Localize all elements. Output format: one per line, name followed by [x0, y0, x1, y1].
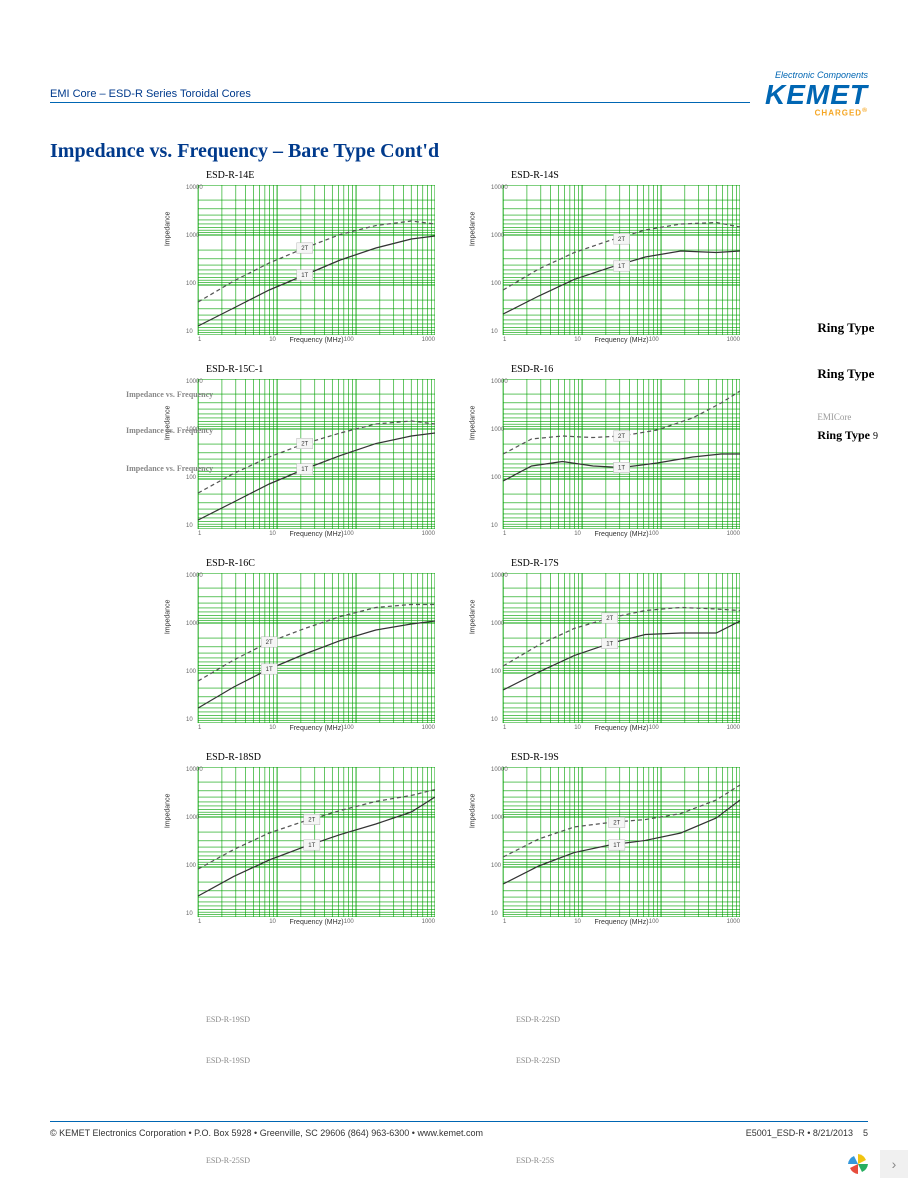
chart-plot: Impedance 10000100010010 2T1T 1101001000	[485, 767, 740, 917]
y-ticks: 10000100010010	[491, 573, 508, 723]
chart-plot: Impedance 10000100010010 2T1T 1101001000	[180, 185, 435, 335]
ghost-22sd-1: ESD-R-22SD	[516, 1015, 560, 1024]
side-ring-type-3: Ring Type 9	[817, 428, 878, 443]
chart-plot: Impedance 10000100010010 2T1T 1101001000	[180, 767, 435, 917]
side-ring-type-1: Ring Type	[817, 320, 878, 336]
y-axis-label: Impedance	[165, 212, 172, 247]
ghost-ivf-2: Impedance vs. Frequency	[126, 426, 213, 435]
svg-text:2T: 2T	[266, 639, 273, 646]
chart-title: ESD-R-14E	[206, 170, 435, 181]
side-ring-type-2: Ring Type	[817, 366, 878, 382]
chart-cell: ESD-R-18SD Impedance 10000100010010 2T1T…	[180, 752, 435, 926]
chart-cell: ESD-R-19S Impedance 10000100010010 2T1T …	[485, 752, 740, 926]
y-ticks: 10000100010010	[186, 573, 203, 723]
svg-text:2T: 2T	[301, 245, 308, 252]
svg-text:2T: 2T	[618, 433, 625, 440]
chart-title: ESD-R-16	[511, 364, 740, 375]
x-ticks: 1101001000	[503, 531, 740, 537]
footer-rule	[50, 1121, 868, 1122]
chart-plot: Impedance 10000100010010 2T1T 1101001000	[180, 573, 435, 723]
y-axis-label: Impedance	[165, 600, 172, 635]
y-axis-label: Impedance	[470, 794, 477, 829]
chart-cell: ESD-R-14S Impedance 10000100010010 2T1T …	[485, 170, 740, 344]
y-axis-label: Impedance	[470, 406, 477, 441]
y-ticks: 10000100010010	[186, 379, 203, 529]
svg-text:1T: 1T	[613, 842, 620, 849]
ghost-22sd-2: ESD-R-22SD	[516, 1056, 560, 1065]
svg-text:1T: 1T	[618, 263, 625, 270]
svg-text:1T: 1T	[266, 666, 273, 673]
ghost-25sd: ESD-R-25SD	[206, 1156, 250, 1165]
chart-cell: ESD-R-14E Impedance 10000100010010 2T1T …	[180, 170, 435, 344]
ghost-25s: ESD-R-25S	[516, 1156, 554, 1165]
chart-plot: Impedance 10000100010010 2T1T 1101001000	[485, 185, 740, 335]
footer-left: © KEMET Electronics Corporation • P.O. B…	[50, 1128, 483, 1138]
svg-text:2T: 2T	[618, 236, 625, 243]
svg-text:1T: 1T	[301, 272, 308, 279]
y-axis-label: Impedance	[470, 212, 477, 247]
chart-row: ESD-R-15C-1 Impedance 10000100010010 2T 1…	[180, 364, 740, 538]
pinwheel-icon[interactable]	[844, 1150, 872, 1178]
svg-text:1T: 1T	[618, 465, 625, 472]
svg-text:2T: 2T	[308, 817, 315, 824]
y-ticks: 10000100010010	[491, 767, 508, 917]
side-labels: Ring Type Ring Type EMICore Ring Type 9	[817, 320, 878, 443]
svg-text:1T: 1T	[301, 466, 308, 473]
ghost-19sd-2: ESD-R-19SD	[206, 1056, 250, 1065]
footer-right: E5001_ESD-R • 8/21/2013 5	[746, 1128, 868, 1138]
svg-text:2T: 2T	[613, 820, 620, 827]
x-ticks: 1101001000	[503, 919, 740, 925]
chart-cell: ESD-R-17S Impedance 10000100010010 2T1T …	[485, 558, 740, 732]
chart-title: ESD-R-16C	[206, 558, 435, 569]
x-ticks: 1101001000	[198, 919, 435, 925]
ghost-19sd-1: ESD-R-19SD	[206, 1015, 250, 1024]
svg-text:2T: 2T	[301, 441, 308, 448]
chart-title: ESD-R-18SD	[206, 752, 435, 763]
next-page-button[interactable]: ›	[880, 1150, 908, 1178]
svg-text:1T: 1T	[308, 842, 315, 849]
chart-cell: ESD-R-16 Impedance 10000100010010 2T1T 1…	[485, 364, 740, 538]
chart-title: ESD-R-17S	[511, 558, 740, 569]
chart-plot: Impedance 10000100010010 2T1T 1101001000	[485, 379, 740, 529]
section-title: Impedance vs. Frequency – Bare Type Cont…	[50, 140, 439, 163]
ghost-ivf-3: Impedance vs. Frequency	[126, 464, 213, 473]
x-ticks: 1101001000	[503, 337, 740, 343]
x-ticks: 1101001000	[198, 337, 435, 343]
chart-title: ESD-R-15C-1	[206, 364, 435, 375]
chart-cell: ESD-R-15C-1 Impedance 10000100010010 2T1…	[180, 364, 435, 538]
brand-block: Electronic Components KEMET CHARGED®	[765, 70, 868, 118]
y-ticks: 10000100010010	[491, 185, 508, 335]
charts-grid: ESD-R-14E Impedance 10000100010010 2T1T …	[180, 170, 740, 946]
chart-row: ESD-R-18SD Impedance 10000100010010 2T 1T…	[180, 752, 740, 926]
chart-plot: Impedance 10000100010010 2T1T 1101001000	[485, 573, 740, 723]
y-ticks: 10000100010010	[491, 379, 508, 529]
chart-title: ESD-R-14S	[511, 170, 740, 181]
x-ticks: 1101001000	[198, 531, 435, 537]
ghost-ivf-1: Impedance vs. Frequency	[126, 390, 213, 399]
chart-title: ESD-R-19S	[511, 752, 740, 763]
chart-cell: ESD-R-16C Impedance 10000100010010 2T1T …	[180, 558, 435, 732]
svg-text:1T: 1T	[606, 641, 613, 648]
chart-row: ESD-R-16C Impedance 10000100010010 2T1T …	[180, 558, 740, 732]
x-ticks: 1101001000	[503, 725, 740, 731]
nav-corner: ›	[844, 1150, 908, 1178]
side-emicore: EMICore	[817, 412, 878, 422]
brand-logo: KEMET	[765, 82, 868, 107]
y-axis-label: Impedance	[470, 600, 477, 635]
doc-title: EMI Core – ESD-R Series Toroidal Cores	[50, 70, 251, 100]
y-ticks: 10000100010010	[186, 767, 203, 917]
y-ticks: 10000100010010	[186, 185, 203, 335]
footer: © KEMET Electronics Corporation • P.O. B…	[50, 1121, 868, 1138]
x-ticks: 1101001000	[198, 725, 435, 731]
svg-text:2T: 2T	[606, 615, 613, 622]
chart-plot: Impedance 10000100010010 2T1T 1101001000	[180, 379, 435, 529]
y-axis-label: Impedance	[165, 794, 172, 829]
header-rule	[50, 102, 750, 103]
chart-row: ESD-R-14E Impedance 10000100010010 2T1T …	[180, 170, 740, 344]
